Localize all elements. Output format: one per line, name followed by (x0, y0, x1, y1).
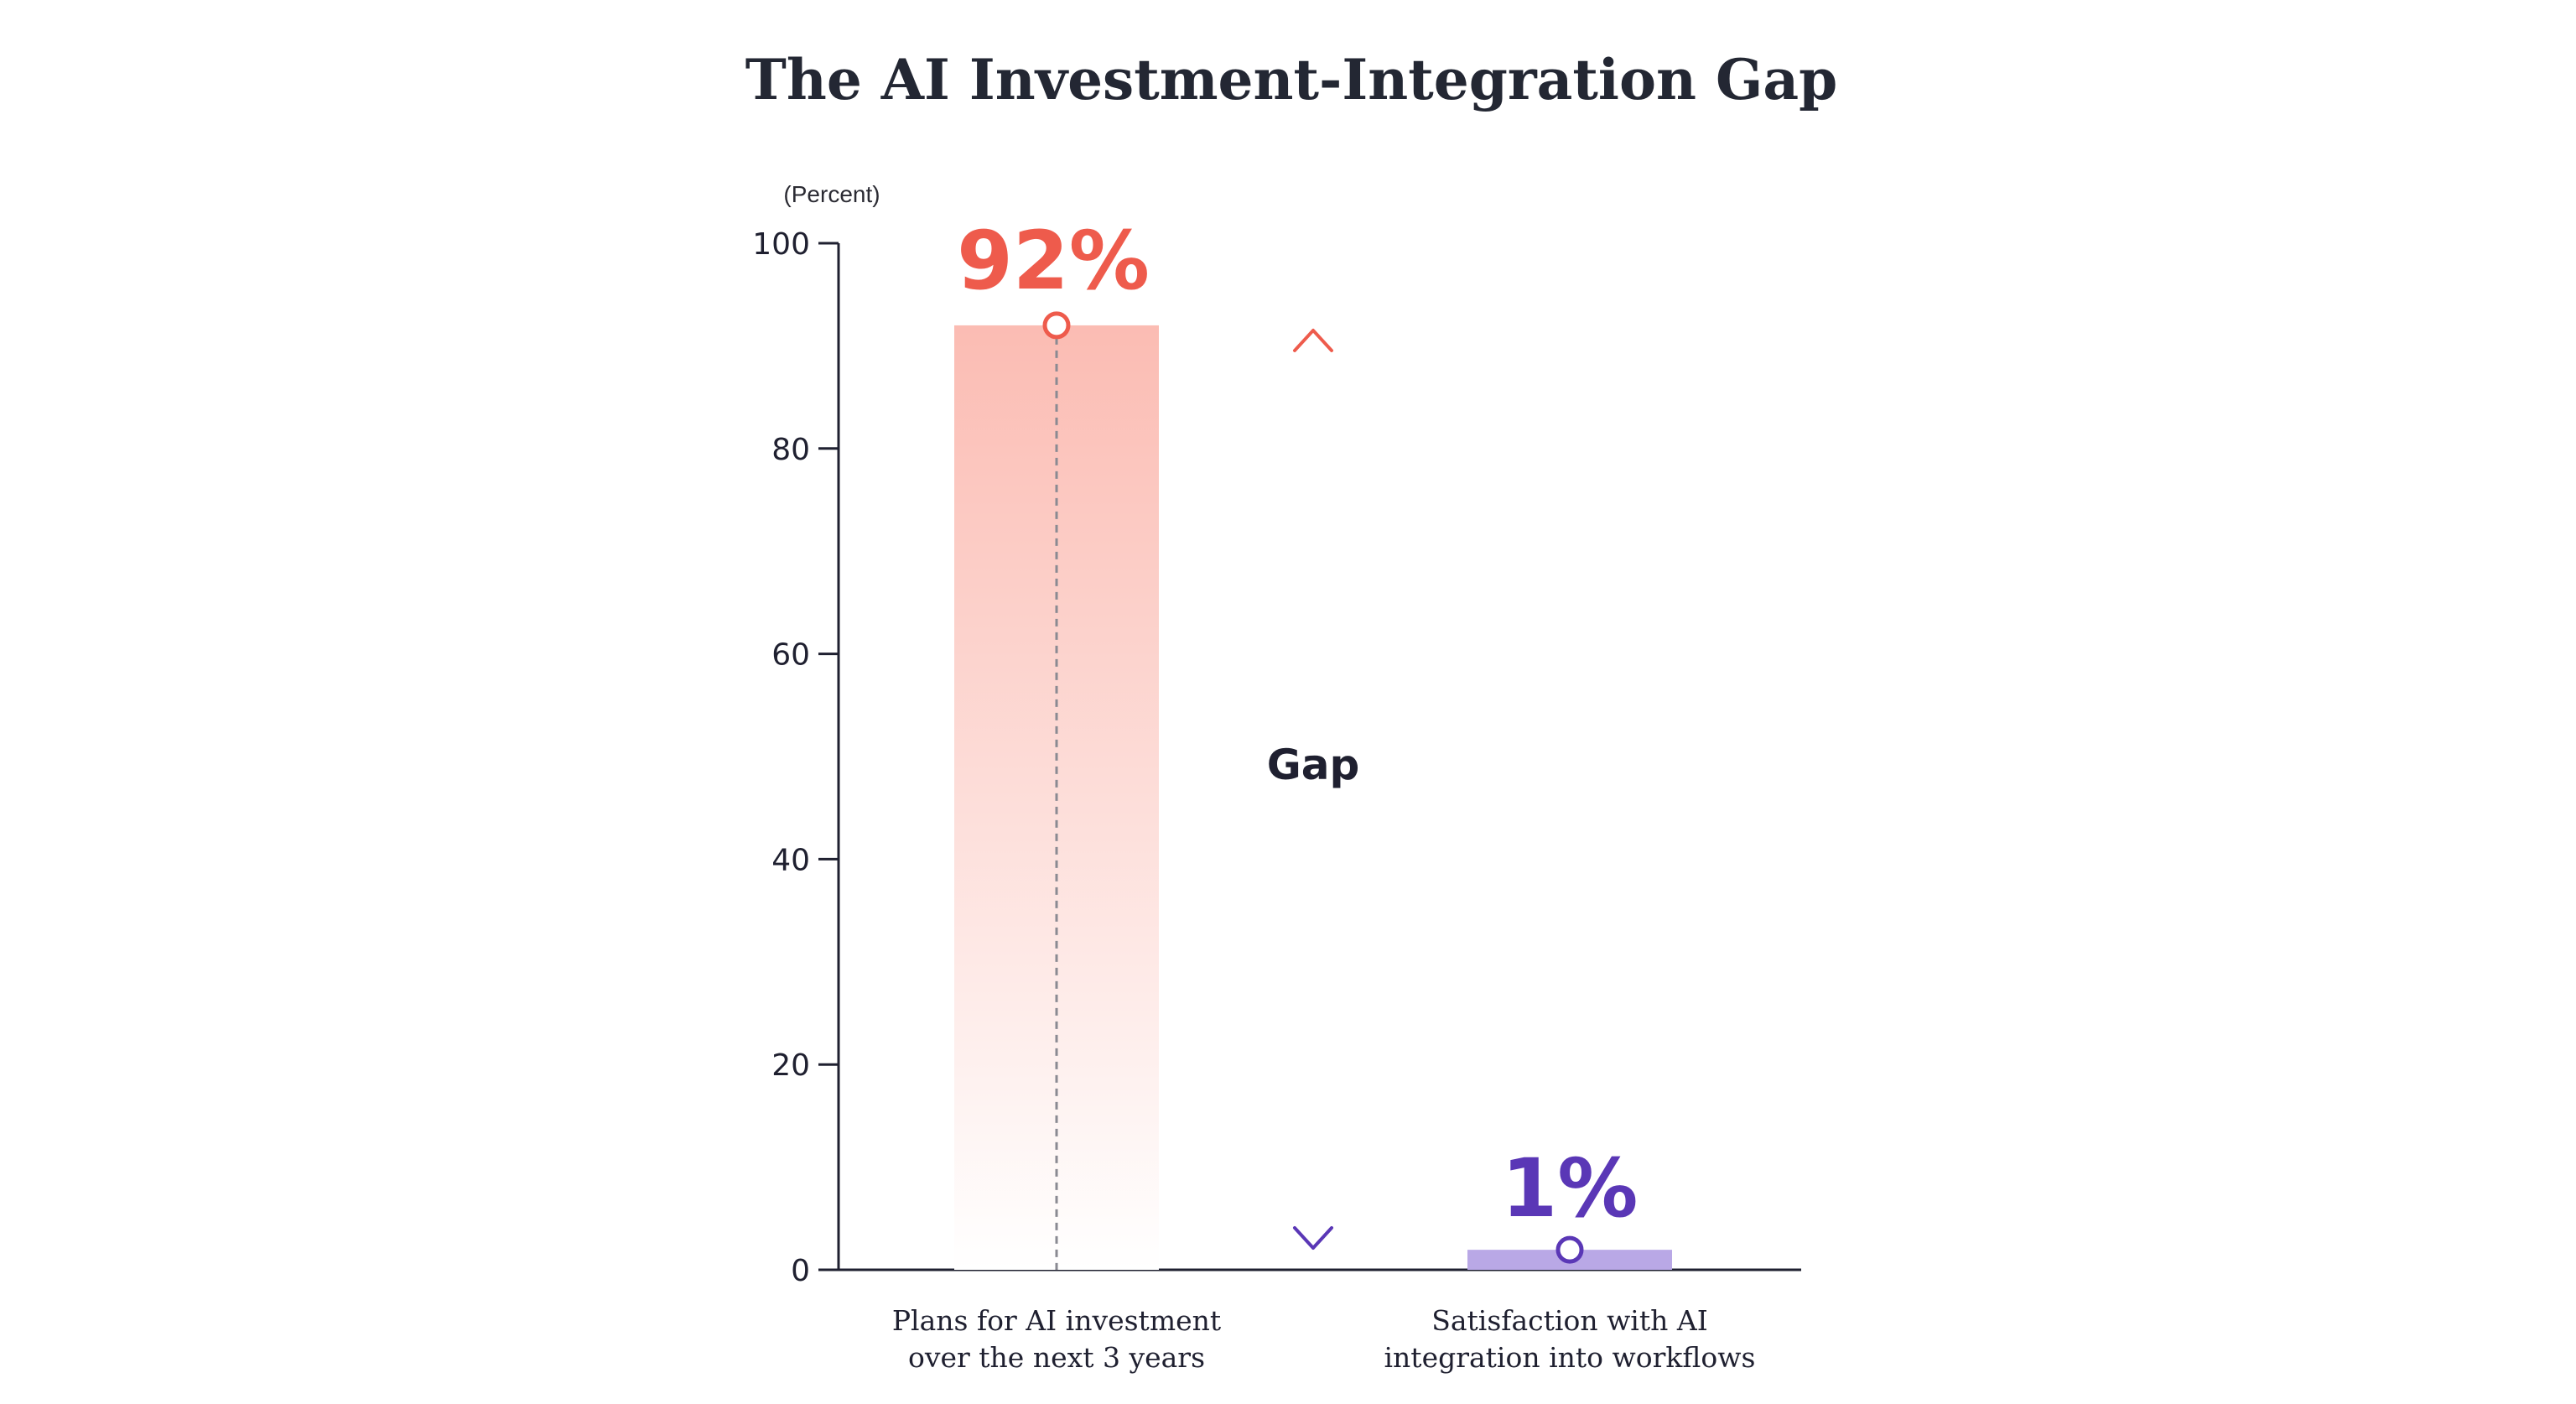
chart-title: The AI Investment-Integration Gap (745, 47, 1838, 112)
y-tick-label: 80 (771, 433, 810, 467)
category-label-line: Satisfaction with AI (1431, 1304, 1708, 1337)
y-tick-label: 40 (771, 843, 810, 877)
y-tick-label: 100 (752, 227, 810, 262)
y-tick-label: 0 (791, 1254, 810, 1288)
y-axis-unit-label: (Percent) (783, 181, 880, 207)
category-label: Plans for AI investment over the next 3 y… (892, 1304, 1221, 1374)
category-labels: Plans for AI investment over the next 3 y… (892, 1304, 1756, 1374)
gap-annotation: Gap (1267, 328, 1360, 1250)
category-label-line: Plans for AI investment (892, 1304, 1221, 1337)
y-tick-label: 20 (771, 1048, 810, 1083)
bar-satisfaction-marker (1555, 1235, 1584, 1264)
category-label-line: over the next 3 years (908, 1341, 1205, 1374)
bar-satisfaction-value-label: 1% (1502, 1141, 1639, 1235)
category-label-line: integration into workflows (1384, 1341, 1756, 1374)
bar-investment-value-label: 92% (957, 214, 1150, 308)
bars: 92% 1% (954, 214, 1672, 1270)
y-tick-label: 60 (771, 638, 810, 673)
gap-arrow-down-head (1293, 1226, 1333, 1250)
bar-investment-marker (1042, 311, 1071, 340)
gap-label: Gap (1267, 741, 1360, 789)
gap-arrow-up-head (1293, 328, 1333, 352)
category-label: Satisfaction with AI integration into wor… (1384, 1304, 1756, 1374)
